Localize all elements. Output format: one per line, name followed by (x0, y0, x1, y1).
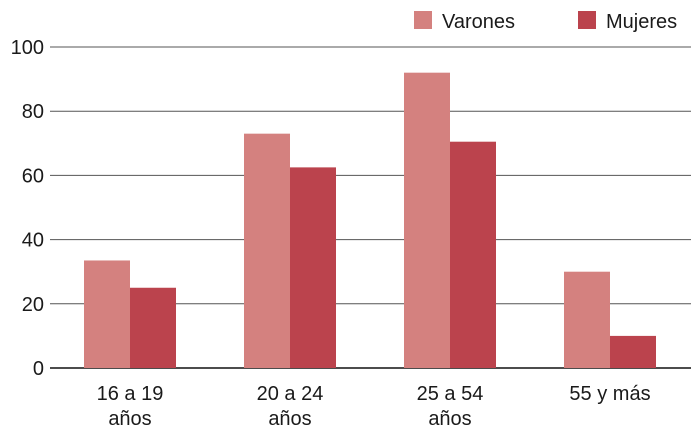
y-tick-label: 0 (33, 358, 44, 380)
x-category-label-line: años (268, 408, 311, 426)
bar-varones-1 (84, 260, 130, 368)
legend-label-varones: Varones (442, 11, 515, 33)
x-category-label-line: 20 a 24 (257, 383, 324, 405)
x-category-label-line: años (108, 408, 151, 426)
x-category-label: 55 y más (569, 383, 650, 405)
legend-label-mujeres: Mujeres (606, 11, 677, 33)
y-tick-label: 100 (11, 37, 44, 59)
bar-mujeres-3 (450, 141, 496, 368)
x-category-label: 25 a 54 años (417, 383, 484, 426)
y-tick-label: 40 (22, 230, 44, 252)
y-tick-label: 20 (22, 294, 44, 316)
x-category-label: 20 a 24 años (257, 383, 324, 426)
y-axis-tick-labels: 0 20 40 60 80 100 (11, 37, 44, 380)
x-category-label-line: años (428, 408, 471, 426)
legend-swatch-varones (414, 11, 432, 29)
bar-varones-2 (244, 133, 290, 368)
x-category-label-line: 55 y más (569, 383, 650, 405)
bar-mujeres-1 (130, 287, 176, 368)
bar-mujeres-4 (610, 335, 656, 368)
y-tick-label: 80 (22, 101, 44, 123)
x-axis-category-labels: 16 a 19 años 20 a 24 años 25 a 54 años 55 y má… (97, 383, 651, 426)
bar-mujeres-2 (290, 167, 336, 368)
legend: Varones Mujeres (414, 11, 677, 33)
legend-swatch-mujeres (578, 11, 596, 29)
bar-varones-4 (564, 271, 610, 368)
bars (84, 72, 656, 369)
x-category-label: 16 a 19 años (97, 383, 164, 426)
x-category-label-line: 16 a 19 (97, 383, 164, 405)
y-tick-label: 60 (22, 165, 44, 187)
x-category-label-line: 25 a 54 (417, 383, 484, 405)
bar-varones-3 (404, 72, 450, 369)
